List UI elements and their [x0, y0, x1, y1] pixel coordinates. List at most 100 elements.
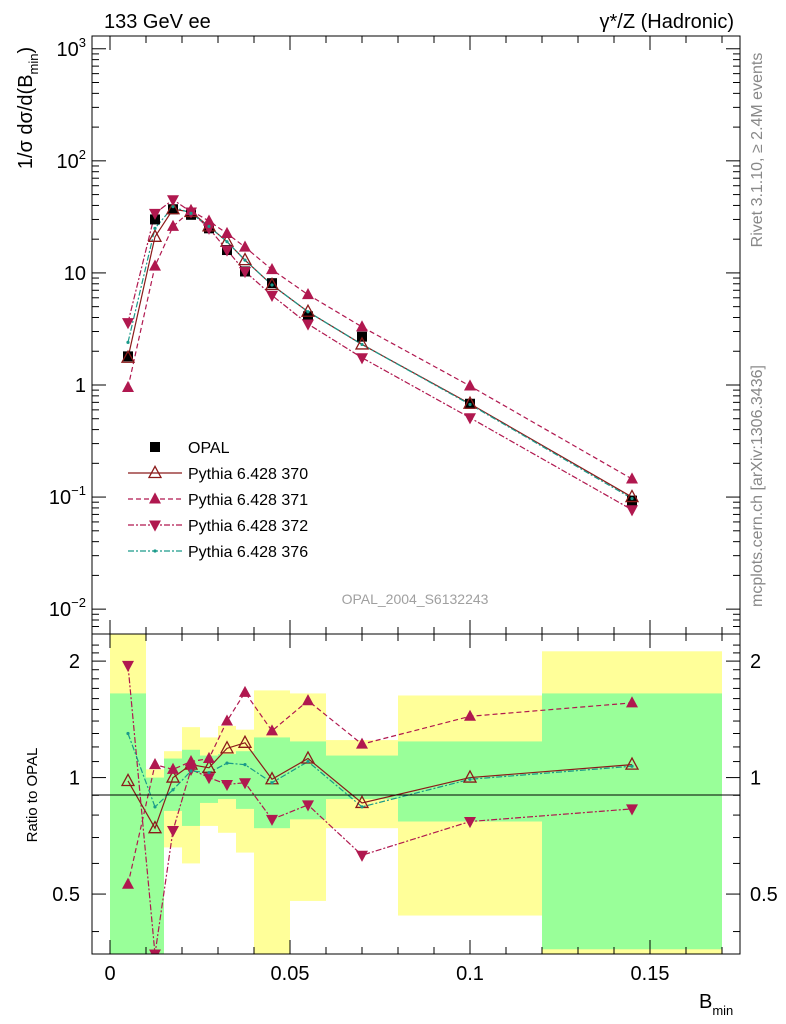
main-point-opal [627, 495, 637, 506]
ratio-point-pythia-6-428-370 [120, 773, 136, 787]
main-point-pythia-6-428-370 [624, 489, 640, 503]
ratio-point-pythia-6-428-376 [630, 764, 634, 768]
main-point-pythia-6-428-372 [149, 208, 161, 220]
legend: OPAL Pythia 6.428 370 Pythia 6.428 371 Pyth… [128, 440, 308, 561]
main-point-pythia-6-428-372 [356, 353, 368, 365]
ratio-band-green [542, 693, 722, 950]
ratio-point-pythia-6-428-376 [126, 731, 130, 736]
main-point-pythia-6-428-376 [189, 211, 193, 215]
ratio-line-pythia-6-428-372 [127, 665, 633, 954]
x-axis-label: Bmin [699, 991, 733, 1018]
main-point-pythia-6-428-370 [165, 201, 181, 215]
legend-label-pythia-6-428-371: Pythia 6.428 371 [188, 492, 308, 509]
main-y-tick-label: 103 [57, 35, 86, 61]
ratio-point-pythia-6-428-371 [149, 758, 161, 770]
ratio-point-pythia-6-428-376 [225, 761, 229, 765]
main-point-pythia-6-428-370 [237, 252, 253, 266]
ratio-point-pythia-6-428-371 [239, 685, 251, 697]
rivet-version-label: Rivet 3.1.10, ≥ 2.4M events [749, 53, 766, 248]
ratio-point-pythia-6-428-376 [270, 781, 274, 785]
ratio-point-pythia-6-428-370 [237, 734, 253, 748]
legend-label-opal: OPAL [188, 440, 230, 457]
ratio-point-pythia-6-428-371 [167, 762, 179, 774]
main-point-pythia-6-428-372 [203, 223, 215, 235]
ratio-point-pythia-6-428-371 [626, 696, 638, 708]
main-point-pythia-6-428-371 [239, 240, 251, 252]
main-series-markers [120, 195, 640, 517]
ratio-point-pythia-6-428-371 [266, 724, 278, 736]
ratio-point-pythia-6-428-370 [147, 820, 163, 834]
legend-marker-pythia-6-428-371 [149, 492, 161, 504]
main-point-pythia-6-428-371 [626, 472, 638, 484]
ratio-point-pythia-6-428-372 [203, 773, 215, 785]
ratio-point-pythia-6-428-376 [306, 759, 310, 764]
ratio-point-pythia-6-428-372 [149, 949, 161, 954]
main-point-pythia-6-428-372 [239, 266, 251, 279]
ratio-point-pythia-6-428-376 [189, 769, 193, 773]
ratio-line-pythia-6-428-376 [127, 733, 633, 808]
header-right-label: γ*/Z (Hadronic) [600, 11, 734, 33]
ratio-point-pythia-6-428-372 [221, 779, 233, 792]
main-point-pythia-6-428-372 [221, 245, 233, 257]
main-point-pythia-6-428-372 [266, 290, 278, 303]
ratio-point-pythia-6-428-370 [165, 769, 181, 783]
ratio-line-pythia-6-428-370 [127, 742, 633, 830]
main-point-pythia-6-428-371 [221, 226, 233, 238]
main-point-pythia-6-428-376 [360, 342, 364, 347]
main-y-tick-label: 10−2 [49, 595, 86, 621]
main-point-pythia-6-428-376 [243, 258, 247, 262]
main-y-tick-label: 102 [57, 147, 86, 173]
x-tick-label: 0.05 [271, 963, 310, 985]
ratio-point-pythia-6-428-371 [185, 754, 197, 767]
main-point-pythia-6-428-371 [302, 288, 314, 300]
ratio-point-pythia-6-428-376 [171, 788, 175, 792]
x-tick-label: 0 [104, 963, 115, 985]
main-point-pythia-6-428-376 [468, 402, 472, 407]
main-point-pythia-6-428-376 [225, 240, 229, 244]
ratio-point-pythia-6-428-370 [462, 769, 478, 783]
main-y-tick-label: 1 [75, 375, 86, 397]
ratio-point-pythia-6-428-372 [239, 778, 251, 790]
ratio-y-tick-label-left: 1 [69, 768, 80, 790]
ratio-point-pythia-6-428-372 [122, 660, 134, 672]
ratio-series-markers [120, 660, 640, 954]
mcplots-site-label: mcplots.cern.ch [arXiv:1306.3436] [749, 365, 766, 607]
main-line-pythia-6-428-371 [127, 209, 633, 480]
main-point-pythia-6-428-371 [122, 380, 134, 392]
legend-label-pythia-6-428-376: Pythia 6.428 376 [188, 544, 308, 561]
main-point-pythia-6-428-370 [354, 336, 370, 350]
ratio-point-pythia-6-428-371 [302, 694, 314, 706]
legend-label-pythia-6-428-372: Pythia 6.428 372 [188, 518, 308, 535]
main-point-pythia-6-428-370 [300, 303, 316, 317]
ratio-y-tick-label-right: 1 [750, 768, 761, 790]
main-point-pythia-6-428-376 [270, 283, 274, 287]
ratio-point-pythia-6-428-370 [219, 740, 235, 754]
main-point-pythia-6-428-371 [356, 320, 368, 332]
ratio-y-axis-label: Ratio to OPAL [24, 748, 41, 843]
main-point-pythia-6-428-372 [122, 318, 134, 330]
main-point-pythia-6-428-372 [302, 319, 314, 331]
main-point-pythia-6-428-371 [266, 263, 278, 275]
ratio-point-pythia-6-428-376 [153, 805, 157, 809]
main-point-pythia-6-428-372 [464, 413, 476, 425]
main-point-pythia-6-428-371 [203, 214, 215, 226]
ratio-band-green [326, 755, 398, 800]
ratio-point-pythia-6-428-372 [302, 800, 314, 812]
ratio-y-tick-label-left: 2 [69, 651, 80, 673]
ratio-y-tick-label-left: 0.5 [52, 884, 80, 906]
main-point-pythia-6-428-376 [207, 224, 211, 229]
analysis-watermark: OPAL_2004_S6132243 [342, 591, 489, 607]
main-point-pythia-6-428-376 [171, 205, 175, 209]
legend-marker-pythia-6-428-370 [147, 465, 163, 479]
ratio-point-pythia-6-428-372 [167, 825, 179, 838]
ratio-point-pythia-6-428-372 [356, 850, 368, 862]
ratio-uncertainty-bands [110, 634, 722, 954]
main-point-pythia-6-428-370 [264, 277, 280, 291]
main-y-axis-label: 1/σ dσ/d(Bmin) [15, 47, 41, 169]
ratio-point-pythia-6-428-376 [243, 763, 247, 767]
ratio-point-pythia-6-428-372 [464, 817, 476, 829]
main-point-pythia-6-428-370 [462, 395, 478, 409]
main-point-pythia-6-428-371 [149, 259, 161, 271]
main-point-pythia-6-428-371 [464, 379, 476, 391]
